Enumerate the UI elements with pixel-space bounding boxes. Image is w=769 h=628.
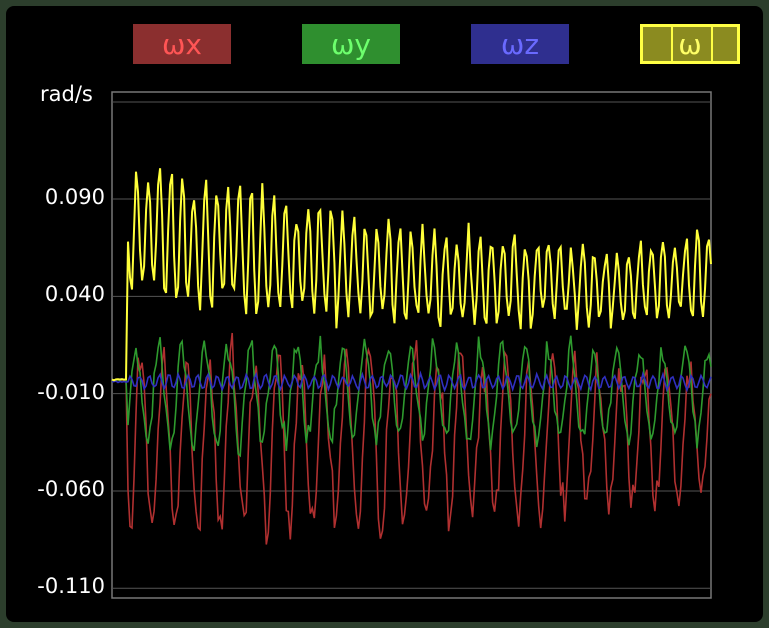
plot-border: [111, 91, 712, 599]
legend-label-wz: ωz: [500, 27, 540, 61]
series-line-wx: [111, 332, 712, 545]
legend-label-w: ω: [678, 27, 702, 61]
series-line-wz: [111, 370, 712, 393]
legend-separator: [711, 27, 713, 61]
legend-separator: [671, 27, 673, 61]
y-tick-label: 0.090: [44, 185, 105, 210]
y-tick-label: -0.060: [37, 476, 105, 501]
legend-toggle-wy[interactable]: ωy: [302, 24, 400, 64]
legend-toggle-wx[interactable]: ωx: [133, 24, 231, 64]
series-line-w: [111, 168, 712, 382]
legend-label-wx: ωx: [161, 27, 203, 61]
y-tick-label: -0.010: [37, 379, 105, 404]
y-tick-label: 0.040: [44, 282, 105, 307]
legend-toggle-w[interactable]: ω: [640, 24, 740, 64]
legend-label-wy: ωy: [330, 27, 372, 61]
y-tick-label: -0.110: [37, 574, 105, 599]
y-axis-label: rad/s: [40, 82, 93, 106]
series-line-wy: [111, 335, 712, 458]
legend-toggle-wz[interactable]: ωz: [471, 24, 569, 64]
